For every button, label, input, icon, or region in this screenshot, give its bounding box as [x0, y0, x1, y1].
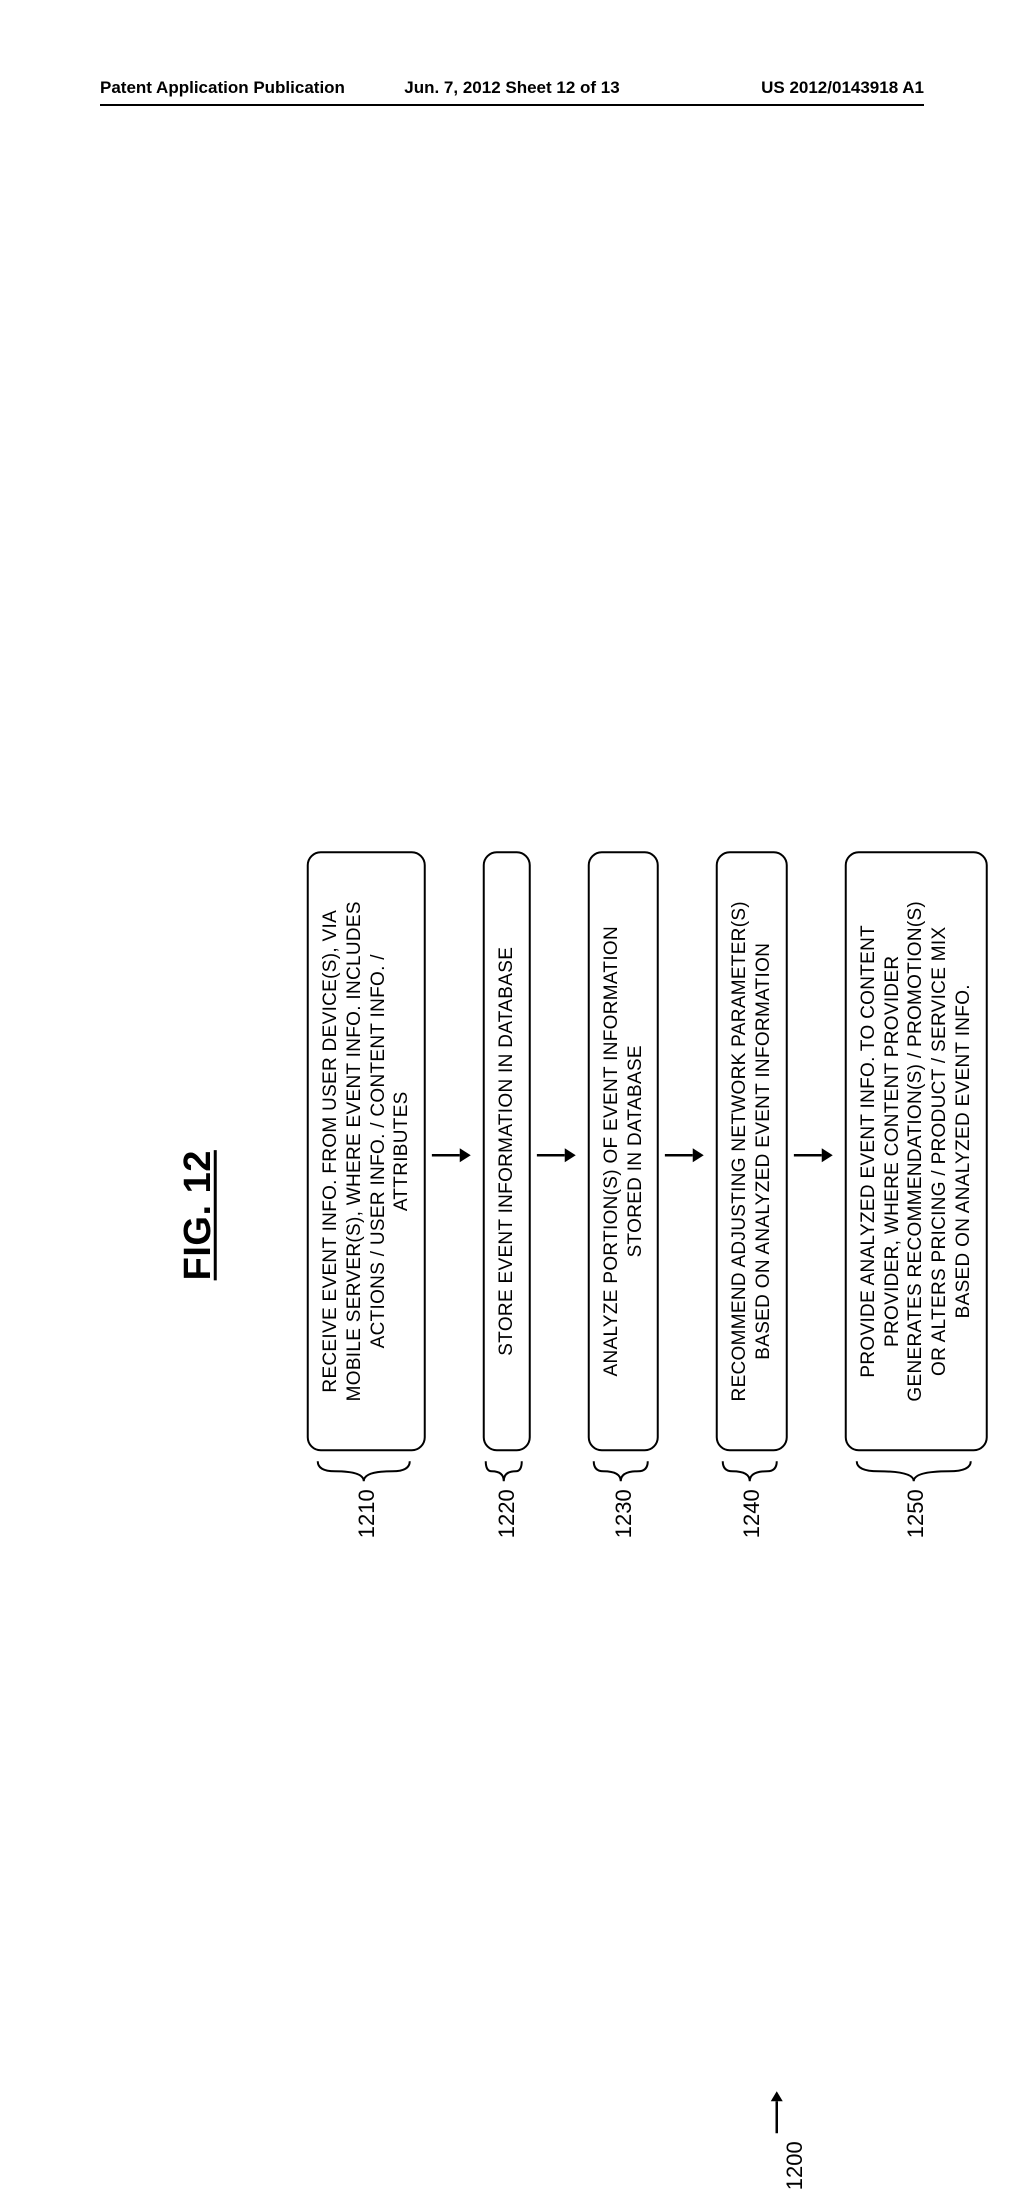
brace-icon — [484, 1459, 524, 1483]
header-right: US 2012/0143918 A1 — [761, 78, 924, 98]
flow-step: 1220 STORE EVENT INFORMATION IN DATABASE — [483, 851, 531, 1579]
step-box: PROVIDE ANALYZED EVENT INFO. TO CONTENT … — [845, 851, 988, 1451]
brace-icon — [316, 1459, 412, 1483]
arrow-down-icon — [665, 1144, 705, 1166]
arrow-down-icon — [794, 1144, 834, 1166]
brace-icon — [592, 1459, 650, 1483]
step-number: 1240 — [739, 1485, 765, 1579]
flow-step: 1230 ANALYZE PORTION(S) OF EVENT INFORMA… — [588, 851, 660, 1579]
ref-arrow-icon — [767, 2091, 787, 2135]
step-box: RECEIVE EVENT INFO. FROM USER DEVICE(S),… — [307, 851, 426, 1451]
brace-icon — [854, 1459, 972, 1483]
step-box: ANALYZE PORTION(S) OF EVENT INFORMATION … — [588, 851, 660, 1451]
step-number: 1230 — [610, 1485, 636, 1579]
header-rule — [100, 104, 924, 106]
step-number: 1250 — [903, 1485, 929, 1579]
brace-icon — [720, 1459, 778, 1483]
flow-step: 1210 RECEIVE EVENT INFO. FROM USER DEVIC… — [307, 851, 426, 1579]
step-number: 1210 — [353, 1485, 379, 1579]
flow-step: 1250 PROVIDE ANALYZED EVENT INFO. TO CON… — [845, 851, 988, 1579]
page: Patent Application Publication Jun. 7, 2… — [0, 0, 1024, 1320]
rotated-content: FIG. 12 1200 1210 RECEIVE EVENT INFO. FR… — [537, 715, 988, 1215]
flowchart: FIG. 12 1200 1210 RECEIVE EVENT INFO. FR… — [297, 715, 988, 1715]
figure-ref-number: 1200 — [782, 2141, 808, 2190]
step-box: RECOMMEND ADJUSTING NETWORK PARAMETER(S)… — [716, 851, 788, 1451]
flow-step: 1240 RECOMMEND ADJUSTING NETWORK PARAMET… — [716, 851, 788, 1579]
step-number: 1220 — [494, 1485, 520, 1579]
step-box: STORE EVENT INFORMATION IN DATABASE — [483, 851, 531, 1451]
arrow-down-icon — [432, 1144, 472, 1166]
figure-title: FIG. 12 — [177, 715, 220, 1715]
arrow-down-icon — [537, 1144, 577, 1166]
